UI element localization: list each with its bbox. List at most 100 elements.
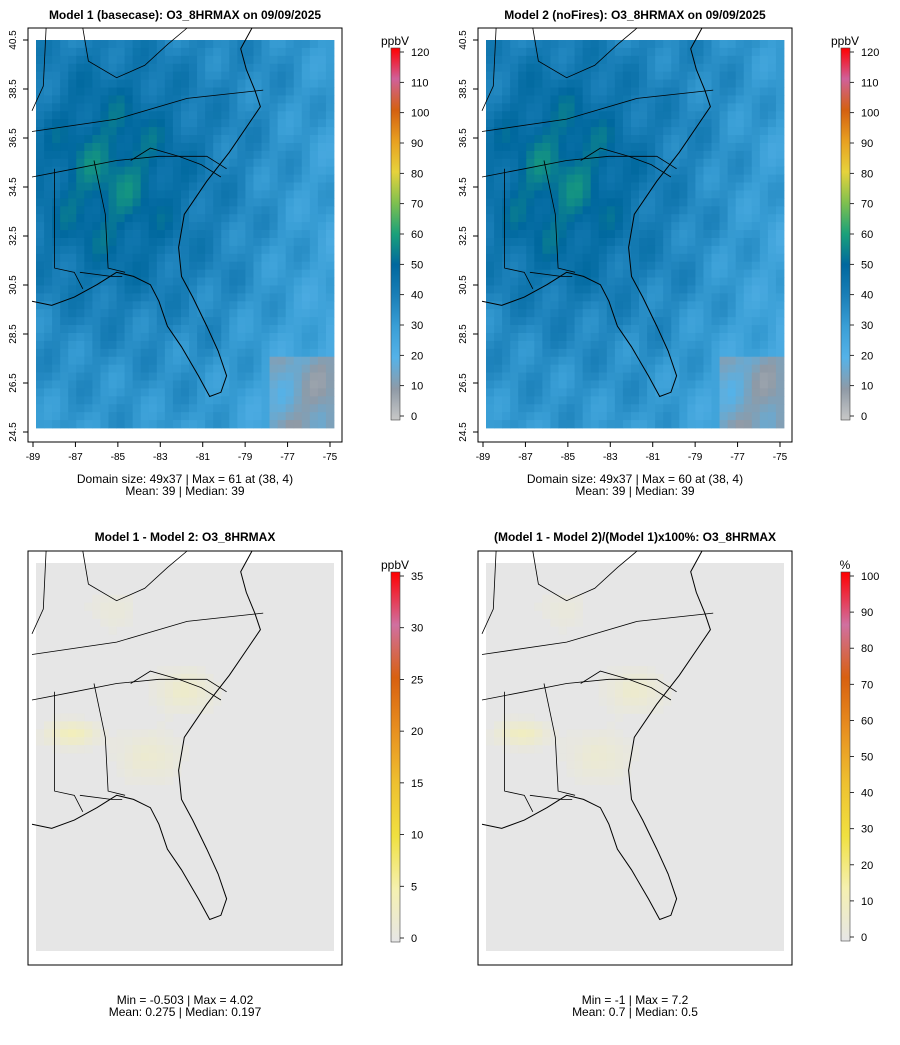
grid-cell (269, 364, 279, 373)
grid-cell (84, 412, 93, 421)
grid-cell (655, 697, 664, 706)
grid-cell (76, 158, 85, 168)
grid-cell (711, 87, 720, 96)
grid-cell (759, 388, 769, 397)
grid-cell (751, 127, 761, 136)
grid-cell (574, 301, 584, 310)
grid-cell (759, 301, 769, 310)
grid-cell (92, 111, 101, 120)
grid-cell (655, 253, 664, 263)
grid-cell (92, 721, 101, 730)
grid-cell (285, 388, 295, 397)
grid-cell (550, 87, 559, 96)
grid-cell (510, 348, 519, 358)
grid-cell (132, 55, 142, 65)
grid-cell (494, 721, 503, 730)
grid-cell (52, 325, 61, 334)
grid-cell (526, 47, 535, 57)
grid-cell (614, 174, 624, 183)
grid-cell (639, 697, 648, 706)
grid-cell (52, 372, 61, 381)
grid-cell (606, 372, 616, 381)
grid-cell (711, 222, 720, 231)
grid-cell (735, 174, 745, 183)
grid-cell (189, 412, 198, 421)
grid-cell (743, 420, 753, 429)
grid-cell (655, 269, 664, 278)
grid-cell (148, 87, 158, 96)
grid-cell (140, 150, 150, 160)
grid-cell (277, 317, 287, 326)
grid-cell (52, 269, 61, 278)
grid-cell (36, 340, 45, 350)
grid-cell (76, 230, 85, 239)
grid-cell (172, 71, 182, 80)
grid-cell (253, 253, 262, 263)
grid-cell (534, 340, 543, 350)
grid-cell (148, 697, 158, 706)
colorbar-tick-label: 100 (861, 108, 879, 120)
grid-cell (735, 293, 745, 302)
grid-cell (84, 214, 93, 223)
grid-cell (614, 285, 624, 294)
grid-cell (590, 412, 600, 421)
grid-cell (671, 87, 680, 96)
grid-cell (566, 618, 575, 627)
grid-cell (285, 95, 295, 104)
grid-cell (172, 245, 182, 255)
grid-cell (269, 55, 279, 65)
grid-cell (582, 309, 592, 318)
grid-cell (526, 380, 535, 389)
grid-cell (124, 602, 134, 611)
grid-cell (132, 174, 142, 183)
grid-cell (622, 87, 632, 96)
grid-cell (237, 420, 246, 429)
grid-cell (253, 174, 262, 183)
grid-cell (743, 127, 753, 136)
grid-cell (116, 760, 125, 770)
grid-cell (759, 293, 769, 302)
grid-cell (213, 309, 222, 318)
grid-cell (719, 245, 729, 255)
grid-cell (494, 206, 503, 215)
grid-cell (309, 222, 319, 231)
grid-cell (534, 87, 543, 96)
grid-cell (606, 380, 616, 389)
grid-cell (622, 689, 632, 699)
grid-cell (60, 95, 69, 104)
grid-cell (52, 277, 61, 286)
grid-cell (269, 174, 279, 183)
grid-cell (148, 301, 158, 310)
grid-cell (197, 285, 206, 294)
grid-cell (671, 55, 680, 65)
grid-cell (486, 356, 495, 366)
grid-cell (108, 388, 117, 397)
grid-cell (172, 182, 182, 191)
grid-cell (189, 325, 198, 334)
grid-cell (317, 285, 327, 294)
grid-cell (84, 111, 93, 120)
grid-cell (140, 71, 150, 80)
grid-cell (759, 206, 769, 215)
grid-cell (124, 127, 134, 136)
grid-cell (221, 127, 230, 136)
grid-cell (502, 198, 511, 207)
grid-cell (486, 230, 495, 239)
grid-cell (100, 388, 109, 397)
grid-cell (582, 103, 592, 112)
grid-cell (534, 301, 543, 310)
grid-cell (735, 356, 745, 366)
grid-cell (116, 610, 125, 619)
grid-cell (269, 412, 279, 421)
grid-cell (679, 277, 688, 286)
grid-cell (582, 745, 592, 754)
grid-cell (277, 190, 287, 199)
grid-cell (671, 63, 680, 73)
grid-cell (775, 230, 785, 239)
grid-cell (502, 372, 511, 381)
grid-cell (92, 253, 101, 263)
grid-cell (590, 198, 600, 207)
grid-cell (614, 277, 624, 286)
grid-cell (703, 142, 712, 152)
